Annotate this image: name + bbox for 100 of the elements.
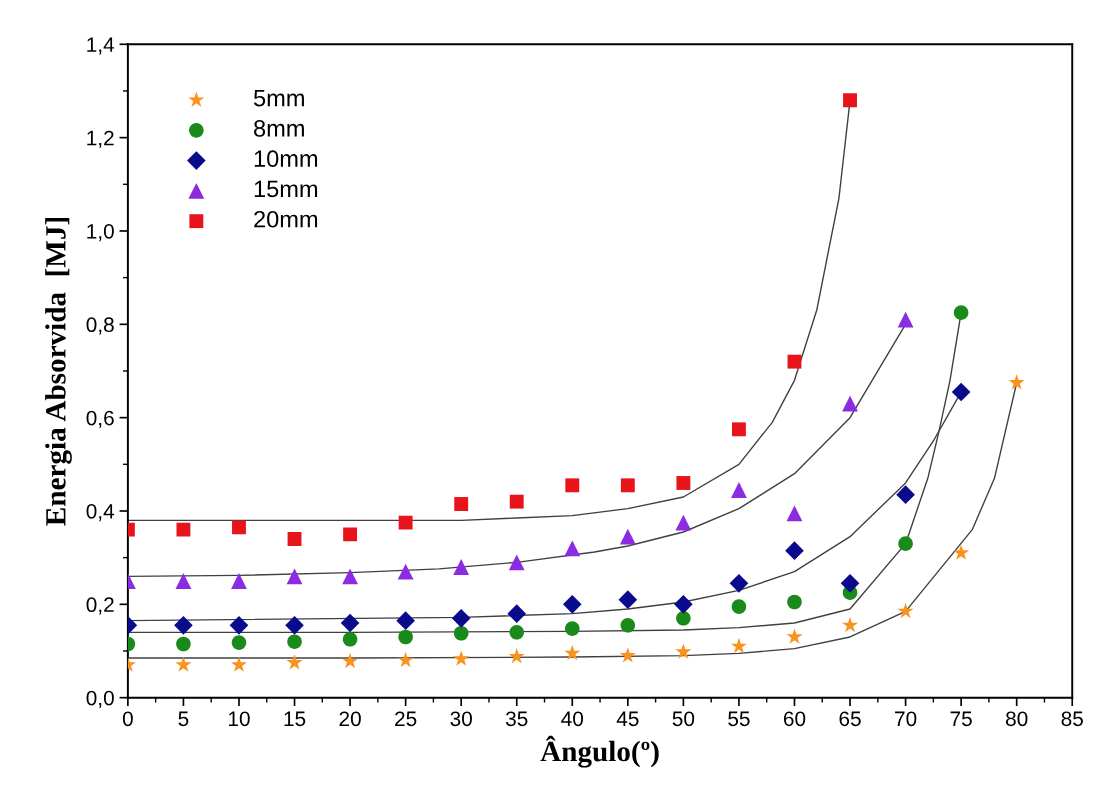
legend-label: 15mm bbox=[254, 180, 318, 198]
point bbox=[731, 482, 747, 498]
point bbox=[340, 613, 360, 633]
point bbox=[342, 568, 358, 585]
point bbox=[398, 515, 413, 530]
point bbox=[564, 644, 581, 661]
point bbox=[287, 532, 302, 546]
point bbox=[897, 311, 914, 328]
point bbox=[397, 563, 414, 580]
x-tick-label: 10 bbox=[228, 711, 250, 727]
point bbox=[674, 595, 693, 614]
point bbox=[454, 497, 469, 511]
point bbox=[286, 654, 303, 670]
x-tick-label: 70 bbox=[895, 711, 917, 727]
point bbox=[619, 647, 636, 663]
x-tick-label: 80 bbox=[1006, 711, 1028, 727]
x-axis-title: Ângulo(º) bbox=[540, 735, 659, 768]
point bbox=[453, 559, 470, 575]
point bbox=[451, 609, 471, 628]
point bbox=[729, 574, 749, 593]
x-tick-label: 75 bbox=[950, 711, 972, 727]
legend-label: 10mm bbox=[254, 150, 318, 168]
point bbox=[508, 554, 525, 571]
point bbox=[230, 656, 248, 672]
x-tick-label: 30 bbox=[450, 711, 472, 727]
point bbox=[342, 632, 358, 647]
point bbox=[1008, 374, 1025, 390]
point bbox=[509, 625, 525, 640]
point bbox=[897, 602, 914, 619]
y-tick-label: 1,0 bbox=[87, 223, 114, 242]
x-tick-label: 35 bbox=[505, 711, 528, 727]
point bbox=[675, 514, 692, 531]
point bbox=[564, 540, 581, 557]
point bbox=[343, 527, 358, 542]
point bbox=[841, 616, 859, 633]
point bbox=[731, 422, 746, 437]
y-tick-label: 1,2 bbox=[87, 130, 114, 148]
y-tick-label: 0,8 bbox=[86, 317, 114, 335]
point bbox=[785, 541, 804, 560]
legend-label: 20mm bbox=[254, 210, 318, 228]
point bbox=[341, 652, 359, 669]
point bbox=[396, 611, 415, 630]
y-axis-title: Energia Absorvida [MJ] bbox=[45, 218, 72, 526]
point bbox=[507, 604, 527, 623]
point bbox=[787, 354, 802, 369]
y-tick-label: 1,4 bbox=[87, 37, 115, 55]
x-tick-label: 40 bbox=[561, 711, 584, 727]
y-tick-label: 0,4 bbox=[86, 503, 115, 522]
point bbox=[286, 568, 303, 585]
point bbox=[175, 656, 192, 672]
legend-label: 8mm bbox=[254, 120, 304, 137]
point bbox=[175, 573, 192, 589]
point bbox=[508, 648, 525, 664]
point bbox=[620, 618, 636, 633]
point bbox=[620, 478, 635, 493]
point bbox=[565, 478, 580, 493]
point bbox=[953, 544, 970, 560]
x-tick-label: 5 bbox=[178, 711, 189, 727]
point bbox=[676, 476, 691, 490]
point bbox=[676, 611, 691, 626]
x-tick-label: 15 bbox=[284, 711, 306, 727]
point bbox=[285, 616, 304, 635]
point bbox=[618, 590, 638, 609]
point bbox=[397, 651, 414, 668]
x-tick-label: 85 bbox=[1061, 711, 1083, 727]
point bbox=[565, 621, 580, 636]
point bbox=[229, 616, 249, 635]
point bbox=[231, 635, 247, 650]
point bbox=[731, 599, 747, 614]
x-tick-label: 55 bbox=[728, 711, 750, 727]
point bbox=[287, 634, 302, 649]
point bbox=[953, 305, 969, 320]
point bbox=[176, 636, 191, 652]
x-tick-label: 50 bbox=[672, 711, 695, 727]
x-tick-label: 0 bbox=[122, 711, 133, 727]
x-tick-label: 45 bbox=[616, 711, 639, 727]
point bbox=[619, 528, 636, 545]
legend-label: 5mm bbox=[253, 90, 304, 107]
point bbox=[453, 650, 470, 666]
point bbox=[787, 594, 802, 610]
point bbox=[231, 573, 247, 589]
point bbox=[842, 395, 858, 412]
point bbox=[896, 485, 915, 504]
y-tick-label: 0,2 bbox=[86, 597, 114, 615]
point bbox=[675, 643, 692, 659]
y-tick-label: 0,0 bbox=[86, 690, 114, 708]
point bbox=[951, 382, 971, 402]
y-tick-label: 0,6 bbox=[86, 410, 114, 428]
point bbox=[843, 93, 857, 108]
point bbox=[232, 520, 246, 535]
point bbox=[562, 595, 582, 614]
x-tick-label: 60 bbox=[783, 711, 806, 727]
x-tick-label: 20 bbox=[339, 711, 361, 727]
point bbox=[730, 637, 748, 654]
x-tick-label: 65 bbox=[839, 711, 861, 727]
point bbox=[786, 628, 803, 644]
x-tick-label: 25 bbox=[395, 711, 417, 727]
point bbox=[174, 616, 193, 635]
point bbox=[509, 494, 524, 509]
point bbox=[176, 522, 191, 537]
